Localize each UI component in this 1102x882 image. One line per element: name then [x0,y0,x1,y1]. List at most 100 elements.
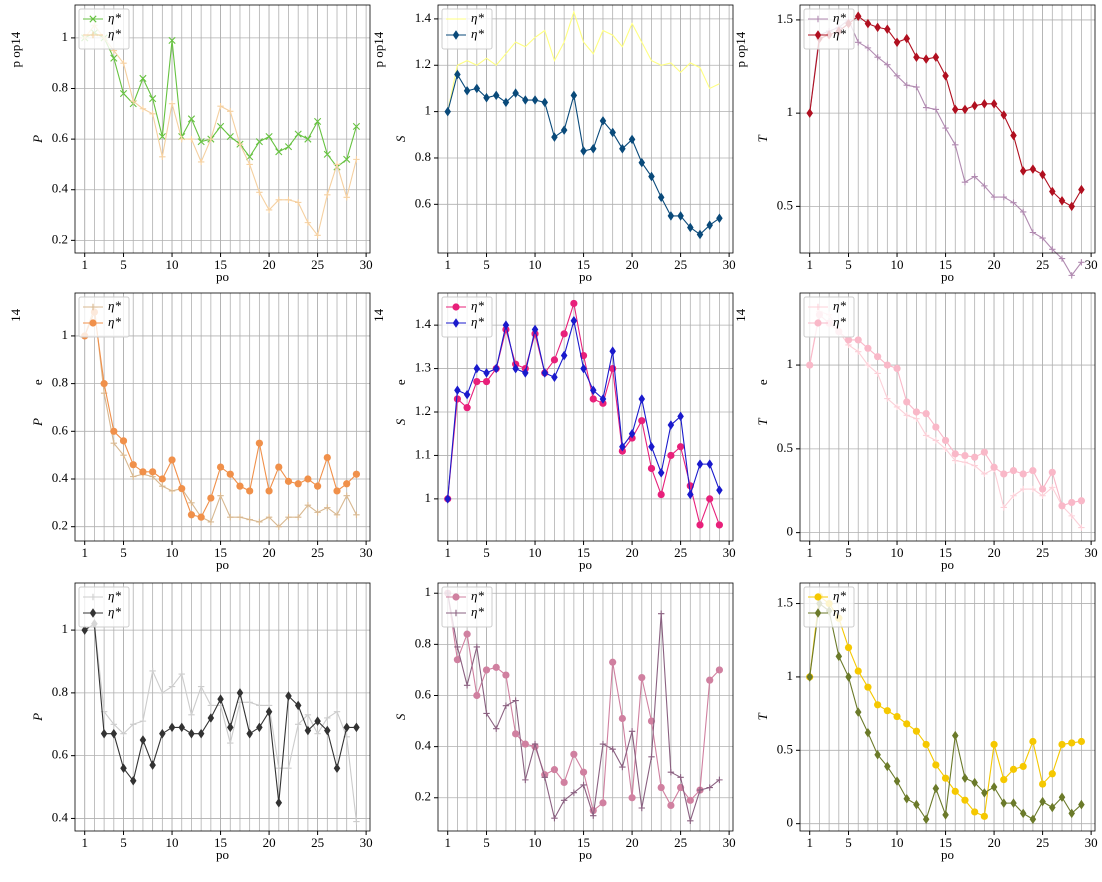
marker [893,776,901,786]
marker [570,316,578,326]
marker [246,161,253,168]
marker [343,480,351,488]
legend-box [803,8,855,50]
marker [609,346,616,356]
marker [119,89,128,98]
marker [903,81,910,89]
marker [246,487,254,495]
marker [1000,504,1007,511]
marker [560,330,568,338]
marker [294,199,302,206]
marker [686,796,694,804]
marker [874,353,882,361]
marker [893,364,901,373]
marker [715,521,724,529]
marker [922,54,930,64]
marker [168,456,176,464]
y-tick-label: 0.6 [415,195,432,210]
marker [619,763,626,771]
y-axis-label: 14 [371,308,386,322]
marker [130,97,137,105]
x-tick-label: 20 [626,835,639,850]
marker [119,437,128,445]
marker [343,194,350,201]
marker [1038,485,1047,493]
marker [687,817,694,824]
marker [657,490,665,499]
marker [1000,776,1008,784]
marker [1058,255,1066,262]
marker [884,61,891,68]
marker [483,368,490,378]
marker [874,370,881,377]
x-tick-label: 10 [529,835,542,850]
marker [454,643,461,651]
marker [570,789,578,796]
marker [599,799,607,807]
marker [149,667,156,675]
marker [981,470,988,478]
marker [638,804,645,812]
marker [696,459,704,469]
x-tick-label: 1 [444,835,451,850]
marker [806,361,814,369]
y-tick-label: 0.8 [415,149,431,164]
x-tick-label: 5 [483,257,490,272]
y-tick-label: 1 [787,104,794,119]
y-tick-label: 0.4 [415,738,432,753]
x-tick-label: 10 [166,835,179,850]
x-tick-label: 30 [1085,545,1098,560]
marker [139,717,147,725]
marker [1000,470,1008,478]
marker [168,683,176,690]
y-tick-label: 0.8 [415,635,431,650]
marker [216,463,225,471]
marker [855,39,862,46]
x-tick-label: 30 [723,545,736,560]
marker [706,495,714,503]
marker [932,761,940,769]
y-tick-label: 0.2 [52,231,68,246]
marker [352,470,361,478]
marker [512,730,520,738]
legend-label: η* [833,10,846,25]
marker [560,125,568,135]
marker [265,513,273,521]
marker [696,786,704,794]
legend-label: η* [471,604,484,619]
legend: η*η* [78,296,130,338]
marker [197,683,205,690]
marker [285,196,292,204]
x-tick-label: 5 [120,257,127,272]
x-tick-label: 10 [529,545,542,560]
marker [835,651,843,662]
marker [265,206,273,214]
marker [313,482,322,490]
marker [560,350,568,361]
marker [1048,468,1056,476]
marker [236,513,244,521]
marker [579,768,588,776]
marker [473,643,481,651]
marker [492,663,500,671]
legend-label: η* [833,314,846,329]
marker [159,689,166,697]
marker [1029,814,1037,825]
marker [89,319,97,327]
marker [1049,246,1056,253]
marker [971,777,978,788]
marker [599,116,607,126]
marker [444,106,451,117]
x-axis-label: po [216,847,229,862]
legend: η*η* [803,586,855,628]
marker [275,463,283,471]
marker [256,518,263,526]
marker [951,450,959,458]
y-tick-label: 1.4 [415,10,432,25]
marker [589,395,597,403]
marker [482,666,491,674]
marker [814,608,822,618]
marker [903,412,910,419]
